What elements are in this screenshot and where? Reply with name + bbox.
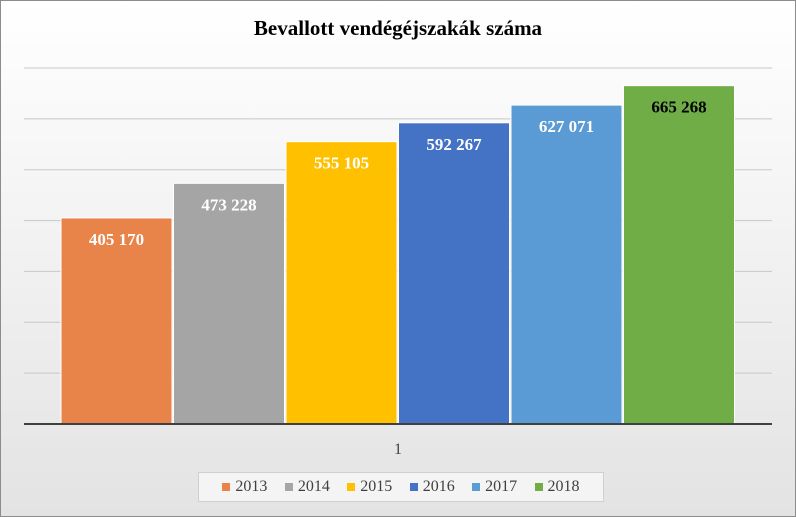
data-label-2018: 665 268 [651,98,706,117]
legend-item-2016: 2016 [409,478,455,496]
data-label-2017: 627 071 [539,117,594,136]
data-label-2016: 592 267 [426,135,482,154]
legend-label: 2016 [422,478,455,495]
legend-label: 2013 [235,478,268,495]
legend-swatch [347,483,356,491]
legend-item-2015: 2015 [347,478,392,496]
bar-2013 [60,217,173,425]
data-label-2014: 473 228 [201,195,256,214]
legend-swatch [409,483,418,491]
bar-2016 [398,122,510,425]
legend-label: 2014 [297,478,330,495]
legend: 2013 2014 2015 2016 2017 2018 [198,472,604,502]
legend-label: 2015 [360,478,393,495]
x-axis-tick-label: 1 [394,441,402,458]
data-label-2013: 405 170 [89,230,144,249]
legend-swatch [222,483,231,491]
chart-title: Bevallott vendégéjszakák száma [253,16,543,40]
data-labels: 405 170 473 228 555 105 592 267 627 071 665 2… [89,98,707,249]
legend-label: 2017 [485,478,518,495]
bar-2014 [173,182,285,425]
legend-swatch [534,483,543,491]
legend-swatch [284,483,293,491]
legend-item-2014: 2014 [284,478,330,496]
bar-2015 [285,141,398,425]
bar-2018 [623,85,735,425]
legend-swatch [472,483,481,491]
legend-item-2013: 2013 [222,478,267,496]
legend-label: 2018 [547,478,580,495]
legend-item-2018: 2018 [534,478,580,496]
data-label-2015: 555 105 [314,154,369,173]
bar-2017 [510,104,623,425]
legend-item-2017: 2017 [472,478,517,496]
